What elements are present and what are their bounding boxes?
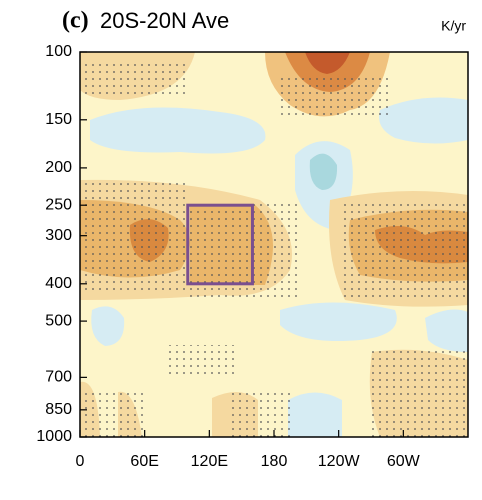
y-tick-label: 250: [45, 196, 72, 213]
y-tick-label: 300: [45, 227, 72, 244]
x-tick-label: 60W: [387, 453, 421, 470]
y-tick-label: 200: [45, 159, 72, 176]
y-tick-label: 500: [45, 312, 72, 329]
y-tick-label: 850: [45, 401, 72, 418]
units-label: K/yr: [441, 18, 466, 34]
chart-title: 20S-20N Ave: [100, 8, 229, 33]
y-tick-label: 400: [45, 275, 72, 292]
x-tick-label: 120E: [191, 453, 228, 470]
contour-field: [80, 52, 468, 437]
region-box: [186, 203, 254, 286]
x-tick-label: 180: [261, 453, 288, 470]
x-tick-label: 0: [76, 453, 85, 470]
y-tick-label: 1000: [36, 428, 72, 445]
x-tick-label: 120W: [318, 453, 361, 470]
y-tick-label: 150: [45, 111, 72, 128]
x-tick-label: 60E: [130, 453, 158, 470]
y-tick-label: 700: [45, 369, 72, 386]
panel-label: (c): [62, 8, 89, 34]
y-tick-label: 100: [45, 43, 72, 60]
